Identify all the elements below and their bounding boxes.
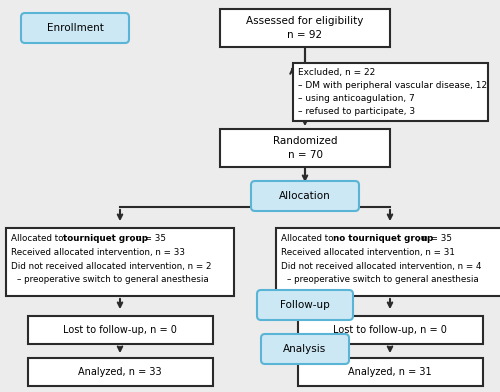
FancyBboxPatch shape	[276, 228, 500, 296]
Text: Received allocated intervention, n = 33: Received allocated intervention, n = 33	[11, 247, 185, 256]
Text: Excluded, n = 22: Excluded, n = 22	[298, 67, 376, 76]
FancyBboxPatch shape	[28, 316, 212, 344]
Text: Did not received allocated intervention, n = 4: Did not received allocated intervention,…	[281, 261, 481, 270]
Text: Follow-up: Follow-up	[280, 300, 330, 310]
FancyBboxPatch shape	[251, 181, 359, 211]
Text: Lost to follow-up, n = 0: Lost to follow-up, n = 0	[333, 325, 447, 335]
FancyBboxPatch shape	[298, 358, 482, 386]
Text: Received allocated intervention, n = 31: Received allocated intervention, n = 31	[281, 247, 455, 256]
Text: tourniquet group: tourniquet group	[63, 234, 148, 243]
Text: Randomized: Randomized	[273, 136, 337, 146]
FancyBboxPatch shape	[220, 9, 390, 47]
Text: Did not received allocated intervention, n = 2: Did not received allocated intervention,…	[11, 261, 211, 270]
Text: n = 70: n = 70	[288, 150, 322, 160]
Text: – using anticoagulation, 7: – using anticoagulation, 7	[298, 94, 415, 102]
Text: , n = 35: , n = 35	[131, 234, 166, 243]
Text: no tourniquet group: no tourniquet group	[333, 234, 433, 243]
Text: – preoperative switch to general anesthesia: – preoperative switch to general anesthe…	[287, 276, 479, 285]
Text: Analysis: Analysis	[284, 344, 327, 354]
Text: Lost to follow-up, n = 0: Lost to follow-up, n = 0	[63, 325, 177, 335]
FancyBboxPatch shape	[298, 316, 482, 344]
FancyBboxPatch shape	[257, 290, 353, 320]
FancyBboxPatch shape	[220, 129, 390, 167]
Text: – refused to participate, 3: – refused to participate, 3	[298, 107, 416, 116]
Text: , n = 35: , n = 35	[417, 234, 452, 243]
Text: Allocated to: Allocated to	[11, 234, 66, 243]
Text: n = 92: n = 92	[288, 30, 322, 40]
Text: – DM with peripheral vascular disease, 12: – DM with peripheral vascular disease, 1…	[298, 80, 488, 89]
FancyBboxPatch shape	[261, 334, 349, 364]
Text: Analyzed, n = 33: Analyzed, n = 33	[78, 367, 162, 377]
FancyBboxPatch shape	[28, 358, 212, 386]
FancyBboxPatch shape	[292, 63, 488, 121]
Text: Allocated to: Allocated to	[281, 234, 336, 243]
Text: Analyzed, n = 31: Analyzed, n = 31	[348, 367, 432, 377]
Text: Allocation: Allocation	[279, 191, 331, 201]
Text: Assessed for eligibility: Assessed for eligibility	[246, 16, 364, 26]
FancyBboxPatch shape	[21, 13, 129, 43]
FancyBboxPatch shape	[6, 228, 234, 296]
Text: Enrollment: Enrollment	[46, 23, 104, 33]
Text: – preoperative switch to general anesthesia: – preoperative switch to general anesthe…	[17, 276, 209, 285]
